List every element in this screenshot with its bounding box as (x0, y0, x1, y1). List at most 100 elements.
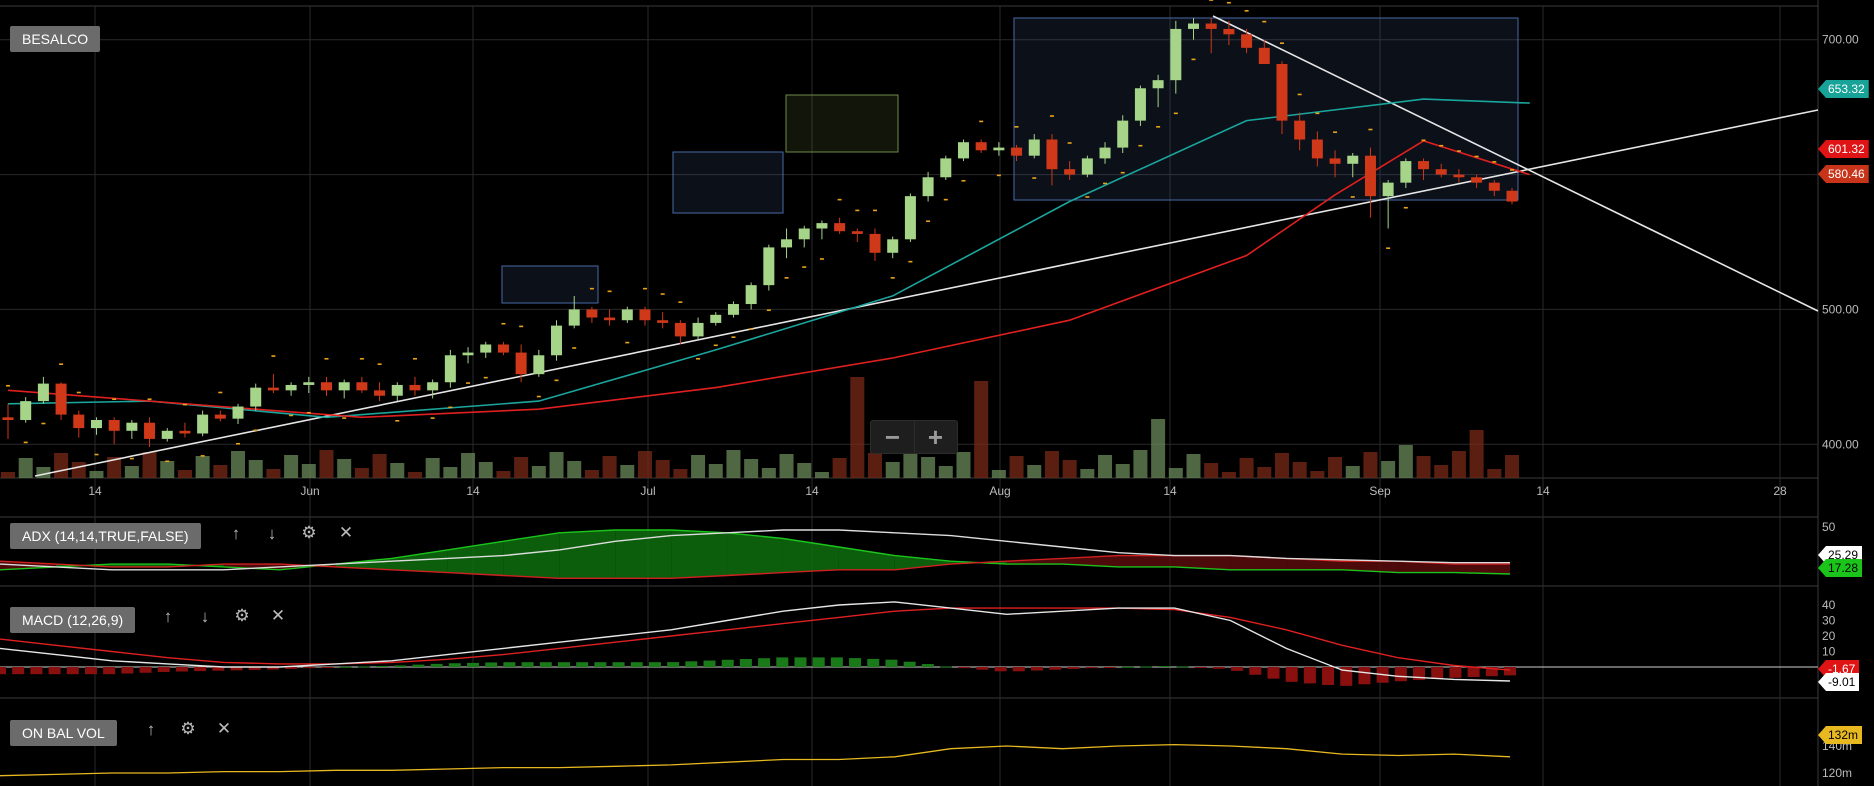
price-badge-last: 580.46 (1818, 165, 1869, 183)
candle-body (745, 285, 757, 305)
close-icon[interactable]: ✕ (338, 523, 354, 542)
sar-marker (1315, 112, 1320, 115)
highlight-rectangle (785, 94, 899, 153)
sar-marker (749, 328, 754, 330)
sar-marker (359, 357, 364, 360)
macd-histogram-bar (1158, 666, 1171, 668)
volume-bar (177, 470, 192, 478)
volume-bar (195, 456, 210, 478)
arrow-down-icon[interactable]: ↓ (200, 607, 210, 626)
macd-histogram-bar (1249, 667, 1262, 675)
macd-histogram-bar (1467, 667, 1480, 677)
candle-body (533, 355, 545, 375)
candle-body (639, 309, 651, 321)
volume-bar (1115, 464, 1130, 478)
sar-marker (218, 391, 223, 394)
gear-icon[interactable]: ⚙ (180, 719, 196, 738)
macd-histogram-bar (958, 667, 971, 669)
sar-marker (412, 357, 417, 360)
price-badge-red: 601.32 (1818, 140, 1869, 158)
macd-histogram-bar (667, 662, 680, 667)
obv-panel-label: ON BAL VOL (10, 720, 117, 746)
zoom-out-button[interactable]: − (871, 421, 915, 453)
volume-bar (938, 466, 953, 478)
volume-bar (1204, 463, 1219, 478)
sar-marker (1297, 93, 1302, 96)
volume-bar (1345, 466, 1360, 478)
candle-body (727, 304, 739, 315)
volume-bar (1186, 454, 1201, 478)
macd-histogram-bar (84, 667, 97, 675)
volume-bar (54, 453, 69, 478)
gear-icon[interactable]: ⚙ (234, 606, 250, 625)
sar-marker (1067, 142, 1072, 144)
sar-marker (1386, 247, 1391, 249)
macd-histogram-bar (30, 667, 43, 675)
macd-histogram-bar (1049, 667, 1062, 670)
x-tick-label: 14 (88, 484, 102, 498)
macd-histogram-bar (648, 662, 661, 667)
candle-body (657, 320, 669, 323)
volume-bar (478, 462, 493, 478)
highlight-rectangle (501, 265, 599, 304)
candle-body (73, 414, 85, 429)
sar-marker (271, 355, 276, 357)
macd-histogram-bar (685, 661, 698, 667)
zoom-in-button[interactable]: + (914, 421, 957, 453)
volume-bar (160, 461, 175, 478)
candle-body (1506, 190, 1518, 202)
candle-body (692, 322, 704, 337)
close-icon[interactable]: ✕ (216, 719, 232, 738)
plus-icon: + (927, 422, 944, 452)
macd-histogram-bar (285, 667, 298, 669)
sar-marker (908, 260, 913, 263)
arrow-up-icon[interactable]: ↑ (163, 607, 173, 626)
candle-body (497, 344, 509, 353)
candle-body (710, 314, 722, 323)
volume-bar (1151, 419, 1166, 478)
sar-marker (448, 406, 453, 409)
y-tick-label: 400.00 (1822, 437, 1859, 451)
sar-marker (943, 198, 948, 201)
candle-body (1471, 177, 1483, 183)
volume-bar (461, 453, 476, 478)
macd-histogram-bar (321, 667, 334, 668)
volume-bar (567, 461, 582, 478)
macd-histogram-bar (612, 662, 625, 667)
candle-body (1347, 155, 1359, 164)
candle-body (267, 387, 279, 391)
sar-marker (766, 309, 771, 312)
sar-marker (519, 325, 524, 328)
gear-icon[interactable]: ⚙ (301, 523, 317, 542)
candle-body (515, 352, 527, 375)
candle-body (604, 317, 616, 321)
volume-bar (1009, 456, 1024, 478)
volume-bar (1080, 469, 1095, 478)
volume-bar (1398, 445, 1413, 478)
arrow-down-icon[interactable]: ↓ (267, 524, 277, 543)
candle-body (851, 231, 863, 234)
candle-body (1064, 169, 1076, 175)
macd-histogram-bar (1267, 667, 1280, 679)
arrow-up-icon[interactable]: ↑ (231, 524, 241, 543)
adx-fill (447, 541, 504, 576)
macd-histogram-bar (903, 661, 916, 667)
sar-marker (961, 179, 966, 182)
candle-body (922, 177, 934, 197)
close-icon[interactable]: ✕ (270, 606, 286, 625)
volume-bar (761, 468, 776, 478)
sar-marker (713, 344, 718, 347)
volume-bar (337, 459, 352, 478)
y-tick-label: 500.00 (1822, 302, 1859, 316)
sar-marker (165, 460, 170, 463)
macd-histogram-bar (1394, 667, 1407, 682)
sar-marker (1474, 155, 1479, 158)
candle-body (126, 422, 138, 431)
y-tick-label: 50 (1822, 520, 1836, 534)
arrow-up-icon[interactable]: ↑ (146, 720, 156, 739)
volume-bar (1044, 451, 1059, 478)
sar-marker (1173, 112, 1178, 115)
macd-histogram-bar (721, 659, 734, 667)
volume-bar (407, 472, 422, 478)
